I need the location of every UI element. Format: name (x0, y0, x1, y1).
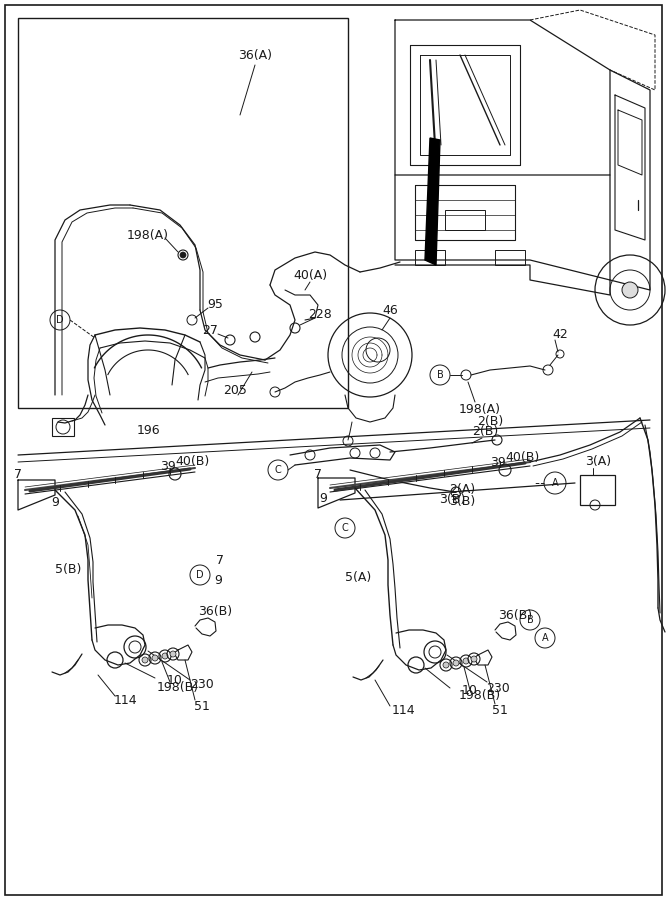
Text: 7: 7 (314, 469, 322, 482)
Text: 51: 51 (492, 704, 508, 716)
Text: 10: 10 (167, 673, 183, 687)
Text: 198(B): 198(B) (157, 681, 199, 695)
Text: 114: 114 (391, 704, 415, 716)
Text: 230: 230 (190, 679, 214, 691)
Circle shape (463, 658, 469, 664)
Text: 2(B): 2(B) (472, 426, 498, 438)
Circle shape (162, 653, 168, 659)
Text: 36(B): 36(B) (198, 606, 232, 618)
Text: 36(B): 36(B) (498, 609, 532, 623)
Text: A: A (542, 633, 548, 643)
Text: 230: 230 (486, 681, 510, 695)
Circle shape (170, 651, 176, 657)
Bar (580, 475, 615, 505)
Text: 3(A): 3(A) (585, 455, 611, 469)
Text: 114: 114 (113, 694, 137, 706)
Text: 3(B): 3(B) (449, 496, 475, 508)
Circle shape (180, 252, 186, 258)
Text: 198(B): 198(B) (459, 688, 501, 701)
Text: 95: 95 (207, 299, 223, 311)
Bar (495, 250, 525, 265)
Text: 3(B): 3(B) (439, 493, 465, 507)
Text: 10: 10 (462, 683, 478, 697)
Text: 7: 7 (216, 554, 224, 566)
Text: 46: 46 (382, 303, 398, 317)
Bar (52, 418, 74, 436)
Text: 9: 9 (51, 496, 59, 508)
Text: 42: 42 (552, 328, 568, 341)
Text: C: C (342, 523, 348, 533)
Text: 40(B): 40(B) (175, 455, 209, 469)
Bar (18, 18, 348, 408)
Circle shape (471, 656, 477, 662)
Text: B: B (527, 615, 534, 625)
Text: 2(A): 2(A) (449, 483, 475, 497)
Text: 40(A): 40(A) (293, 268, 327, 282)
Text: 39: 39 (490, 455, 506, 469)
Text: 39: 39 (160, 460, 176, 473)
Circle shape (443, 662, 449, 668)
Text: 196: 196 (136, 424, 160, 436)
Polygon shape (425, 138, 440, 265)
Text: 7: 7 (14, 469, 22, 482)
Circle shape (152, 655, 158, 661)
Text: D: D (196, 570, 204, 580)
Text: 5(B): 5(B) (55, 563, 81, 577)
Text: 198(A): 198(A) (459, 403, 501, 417)
Bar (415, 250, 445, 265)
Text: C: C (275, 465, 281, 475)
Text: 40(B): 40(B) (506, 452, 540, 464)
Text: 36(A): 36(A) (238, 49, 272, 61)
Text: 9: 9 (319, 491, 327, 505)
Text: D: D (56, 315, 64, 325)
Circle shape (142, 657, 148, 663)
Text: 228: 228 (308, 309, 332, 321)
Text: B: B (437, 370, 444, 380)
Text: 205: 205 (223, 383, 247, 397)
Text: A: A (552, 478, 558, 488)
Text: 2(B): 2(B) (477, 416, 503, 428)
Text: 5(A): 5(A) (345, 572, 371, 584)
Circle shape (622, 282, 638, 298)
Bar (445, 210, 485, 230)
Text: 51: 51 (194, 699, 210, 713)
Circle shape (453, 660, 459, 666)
Text: 9: 9 (214, 573, 222, 587)
Text: 27: 27 (202, 323, 218, 337)
Text: 198(A): 198(A) (127, 229, 169, 241)
